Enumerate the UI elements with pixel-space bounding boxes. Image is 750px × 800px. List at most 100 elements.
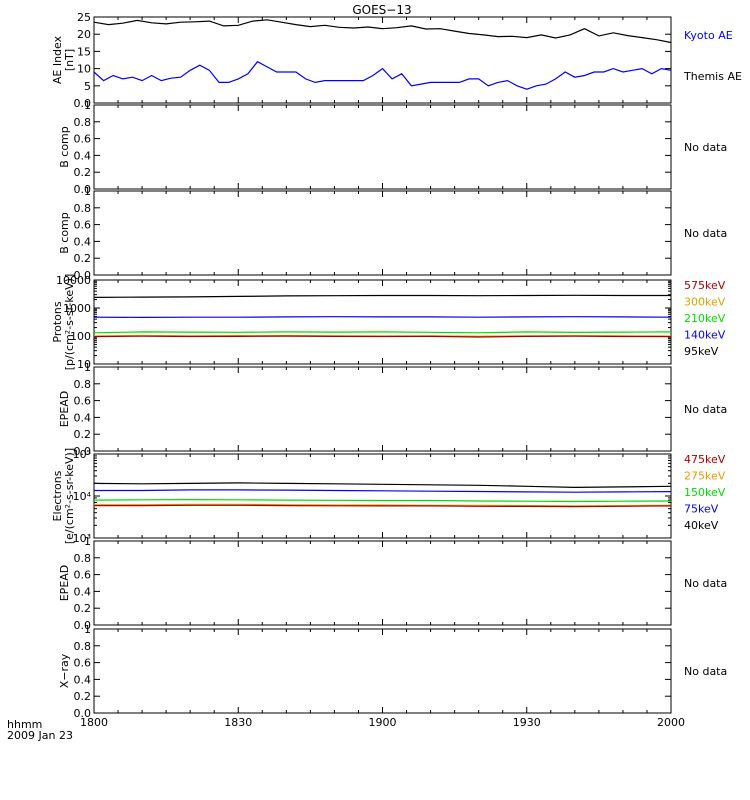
y-tick-label: 0.2 [74,428,92,441]
y-tick-label: 0.2 [74,602,92,615]
y-tick-label: 0.8 [74,640,92,653]
panel-ae: 0.0 5 10 15 20 25 AE Index [nT] Kyoto AE Themis A… [51,11,742,110]
y-axis-label: EPEAD [58,565,71,602]
y-tick-label: 0.6 [74,133,92,146]
legend-entry: 210keV [684,312,726,325]
series-line-475kev [94,504,672,508]
y-tick-label: 0.6 [74,657,92,670]
y-tick-label: 1 [84,99,91,112]
time-tick-label: 1900 [369,716,397,729]
y-tick-label: 10³ [73,532,91,545]
y-axis-label: [p/(cm²-s-sr-keV)] [63,274,76,371]
y-axis-label: B comp [58,212,71,254]
y-tick-label: 10⁵ [73,448,91,461]
y-tick-label: 0.8 [74,552,92,565]
y-tick-label: 0.2 [74,166,92,179]
legend-entry: 275keV [684,470,726,483]
y-tick-label: 0.8 [74,116,92,129]
y-tick-label: 25 [77,11,91,24]
y-tick-label: 0.0 [74,619,92,632]
y-tick-label: 1 [84,361,91,374]
panel-frame [93,190,672,276]
panel-frame [93,540,672,626]
panel-electrons: 10³ 10⁴ 10⁵ Electrons [e/(cm²-s-sr-keV)] 475k… [51,448,726,545]
y-tick-label: 0.0 [74,269,92,282]
legend-entry: 575keV [684,279,726,292]
y-axis-label: EPEAD [58,391,71,428]
y-tick-label: 0.8 [74,202,92,215]
time-axis-label-date: 2009 Jan 23 [7,729,73,742]
series-line-275kev [94,503,672,507]
series-line-75kev [94,489,672,493]
legend-entry: Kyoto AE [684,29,733,42]
panel-epead1: 0.0 0.2 0.4 0.6 0.8 1 EPEAD No data [58,361,727,458]
y-tick-label: 100 [70,330,91,343]
legend-entry: 300keV [684,296,726,309]
y-axis-label: [nT] [63,49,76,71]
y-tick-label: 0.2 [74,252,92,265]
y-tick-label: 1 [84,623,91,636]
y-tick-label: 20 [77,28,91,41]
legend-entry: 475keV [684,453,726,466]
series-line-210kev [93,331,672,334]
no-data-note: No data [684,141,727,154]
panel-frame [93,628,672,714]
panel-frame [93,453,672,539]
legend-entry: Themis AE [683,70,742,83]
panel-xray: 0.0 0.2 0.4 0.6 0.8 1 X−ray No data [58,623,727,720]
series-line-kyoto-ae [93,60,672,90]
y-tick-label: 0.0 [74,97,92,110]
no-data-note: No data [684,227,727,240]
panel-frame [93,104,672,190]
panel-frame [93,279,672,365]
series-line-150kev [93,499,672,503]
panel-epead2: 0.0 0.2 0.4 0.6 0.8 1 EPEAD No data [58,535,727,632]
y-tick-label: 15 [77,45,91,58]
time-tick-label: 1800 [80,716,108,729]
y-tick-label: 10000 [56,274,91,287]
legend-entry: 40keV [684,519,719,532]
y-tick-label: 0.4 [74,411,92,424]
y-tick-label: 0.8 [74,378,92,391]
panels-group: 0.0 5 10 15 20 25 AE Index [nT] Kyoto AE Themis A… [51,11,742,720]
series-line-themis-ae [93,19,672,44]
y-tick-label: 0.0 [74,707,92,720]
legend-entry: 140keV [684,329,726,342]
y-axis-label: B comp [58,126,71,168]
time-axis-label-hhmm: hhmm [7,718,42,731]
time-axis: 1800 1830 1900 1930 2000 [80,716,685,729]
y-axis-label: [e/(cm²-s-sr-keV)] [63,448,76,544]
y-tick-label: 5 [84,80,91,93]
y-axis-label: Electrons [51,470,64,521]
y-tick-label: 10⁴ [73,490,92,503]
panel-frame [93,16,672,104]
panel-b2: 0.0 0.2 0.4 0.6 0.8 1 B comp No data [58,185,727,282]
time-tick-label: 2000 [657,716,685,729]
y-axis-label: X−ray [58,653,71,688]
legend-entry: 75keV [684,503,719,516]
y-tick-label: 0.4 [74,235,92,248]
y-tick-label: 10 [77,63,91,76]
y-tick-label: 0.4 [74,673,92,686]
y-tick-label: 0.2 [74,690,92,703]
no-data-note: No data [684,577,727,590]
y-tick-label: 0.6 [74,395,92,408]
panel-frame [93,366,672,452]
panel-b1: 0.0 0.2 0.4 0.6 0.8 1 B comp No data [58,99,727,196]
y-axis-label: Protons [51,301,64,342]
no-data-note: No data [684,665,727,678]
panel-protons: 10 100 1000 10000 Protons [p/(cm²-s-sr-keV)] 5… [51,274,726,371]
no-data-note: No data [684,403,727,416]
plot-title: GOES−13 [352,3,411,17]
y-tick-label: 0.4 [74,585,92,598]
y-axis-label: AE Index [51,35,64,84]
time-tick-label: 1930 [513,716,541,729]
series-line-140kev [93,316,672,318]
series-line-95kev [93,294,671,298]
legend-entry: 95keV [684,345,719,358]
y-tick-label: 0.6 [74,219,92,232]
y-tick-label: 0.0 [74,445,92,458]
legend-entry: 150keV [684,486,726,499]
y-tick-label: 1 [84,185,91,198]
